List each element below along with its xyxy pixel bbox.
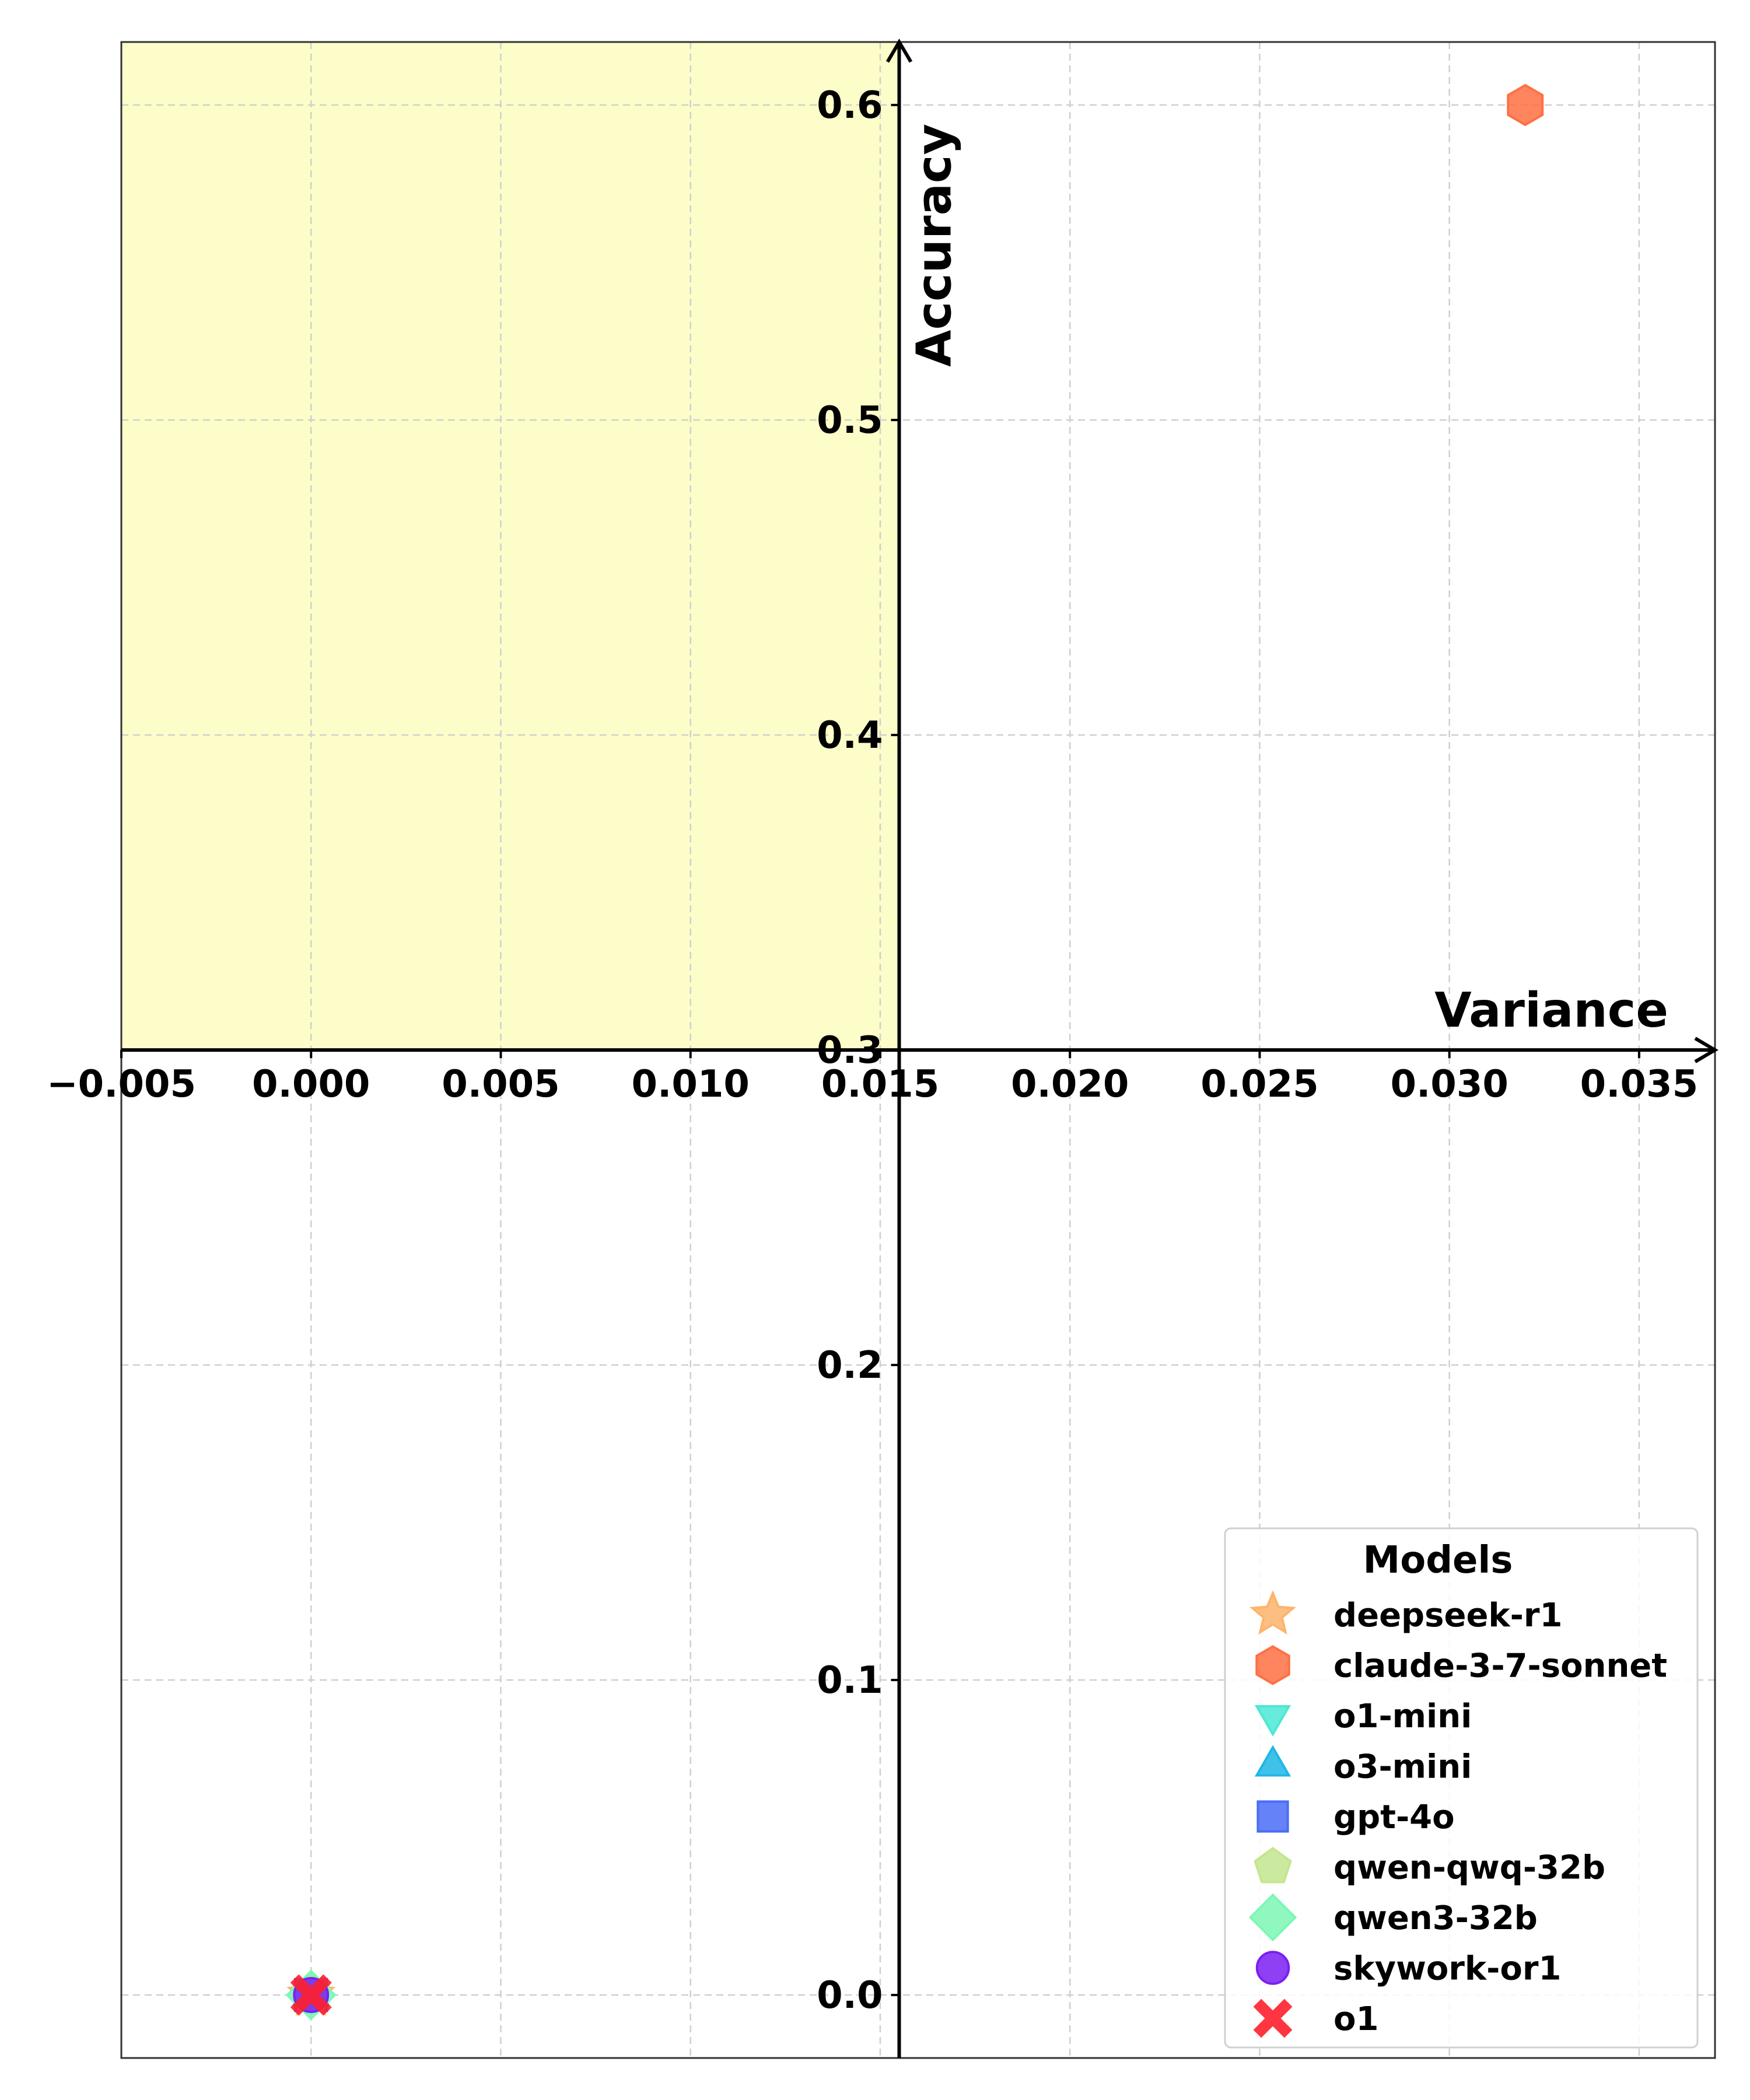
y-tick-label: 0.6 xyxy=(817,84,883,127)
legend-marker-claude-3-7-sonnet xyxy=(1255,1645,1290,1685)
y-tick-label: 0.3 xyxy=(817,1029,883,1072)
data-point-claude-3-7-sonnet xyxy=(1507,83,1544,127)
legend-label-skywork-or1: skywork-or1 xyxy=(1334,1950,1561,1988)
legend-label-o1: o1 xyxy=(1334,2000,1378,2038)
legend-marker-o1-mini xyxy=(1254,1705,1292,1737)
legend-marker-qwen3-32b xyxy=(1248,1893,1297,1942)
y-tick-label: 0.5 xyxy=(817,399,883,442)
legend-marker-qwen-qwq-32b xyxy=(1254,1847,1292,1884)
legend-marker-o3-mini xyxy=(1254,1745,1292,1777)
legend-label-o3-mini: o3-mini xyxy=(1334,1748,1472,1786)
legend-label-qwen3-32b: qwen3-32b xyxy=(1334,1899,1538,1937)
x-tick-label: 0.005 xyxy=(442,1063,559,1106)
legend-label-deepseek-r1: deepseek-r1 xyxy=(1334,1597,1563,1634)
x-tick-label: 0.035 xyxy=(1580,1063,1698,1106)
legend-marker-skywork-or1 xyxy=(1255,1951,1290,1985)
legend-label-qwen-qwq-32b: qwen-qwq-32b xyxy=(1334,1849,1605,1887)
x-tick-label: 0.025 xyxy=(1200,1063,1318,1106)
y-tick-label: 0.0 xyxy=(817,1974,883,2017)
data-point-o1 xyxy=(290,1974,332,2016)
legend-title: Models xyxy=(1363,1539,1513,1582)
y-axis-arrow xyxy=(886,38,913,63)
y-tick-label: 0.2 xyxy=(817,1344,883,1387)
x-tick-label: 0.000 xyxy=(252,1063,370,1106)
x-tick-label: 0.020 xyxy=(1011,1063,1129,1106)
x-axis-title: Variance xyxy=(1434,983,1668,1038)
x-axis-arrow xyxy=(1694,1037,1718,1063)
x-tick-label: 0.010 xyxy=(631,1063,749,1106)
x-tick-label: 0.030 xyxy=(1390,1063,1508,1106)
legend-box xyxy=(1224,1527,1699,2049)
y-axis-title: Accuracy xyxy=(907,124,962,367)
highlight-region xyxy=(121,42,900,1050)
legend: Models deepseek-r1 claude-3-7-sonnet o1-min… xyxy=(1224,1527,1699,2049)
legend-label-gpt-4o: gpt-4o xyxy=(1334,1798,1455,1836)
x-tick-label: 0.015 xyxy=(821,1063,939,1106)
legend-label-o1-mini: o1-mini xyxy=(1334,1698,1472,1735)
legend-marker-o1 xyxy=(1253,1999,1293,2038)
x-tick-label: −0.005 xyxy=(47,1063,196,1106)
legend-marker-gpt-4o xyxy=(1256,1800,1289,1833)
legend-marker-deepseek-r1 xyxy=(1250,1590,1296,1635)
y-tick-label: 0.4 xyxy=(817,714,883,757)
y-tick-label: 0.1 xyxy=(817,1659,883,1702)
legend-label-claude-3-7-sonnet: claude-3-7-sonnet xyxy=(1334,1647,1667,1685)
